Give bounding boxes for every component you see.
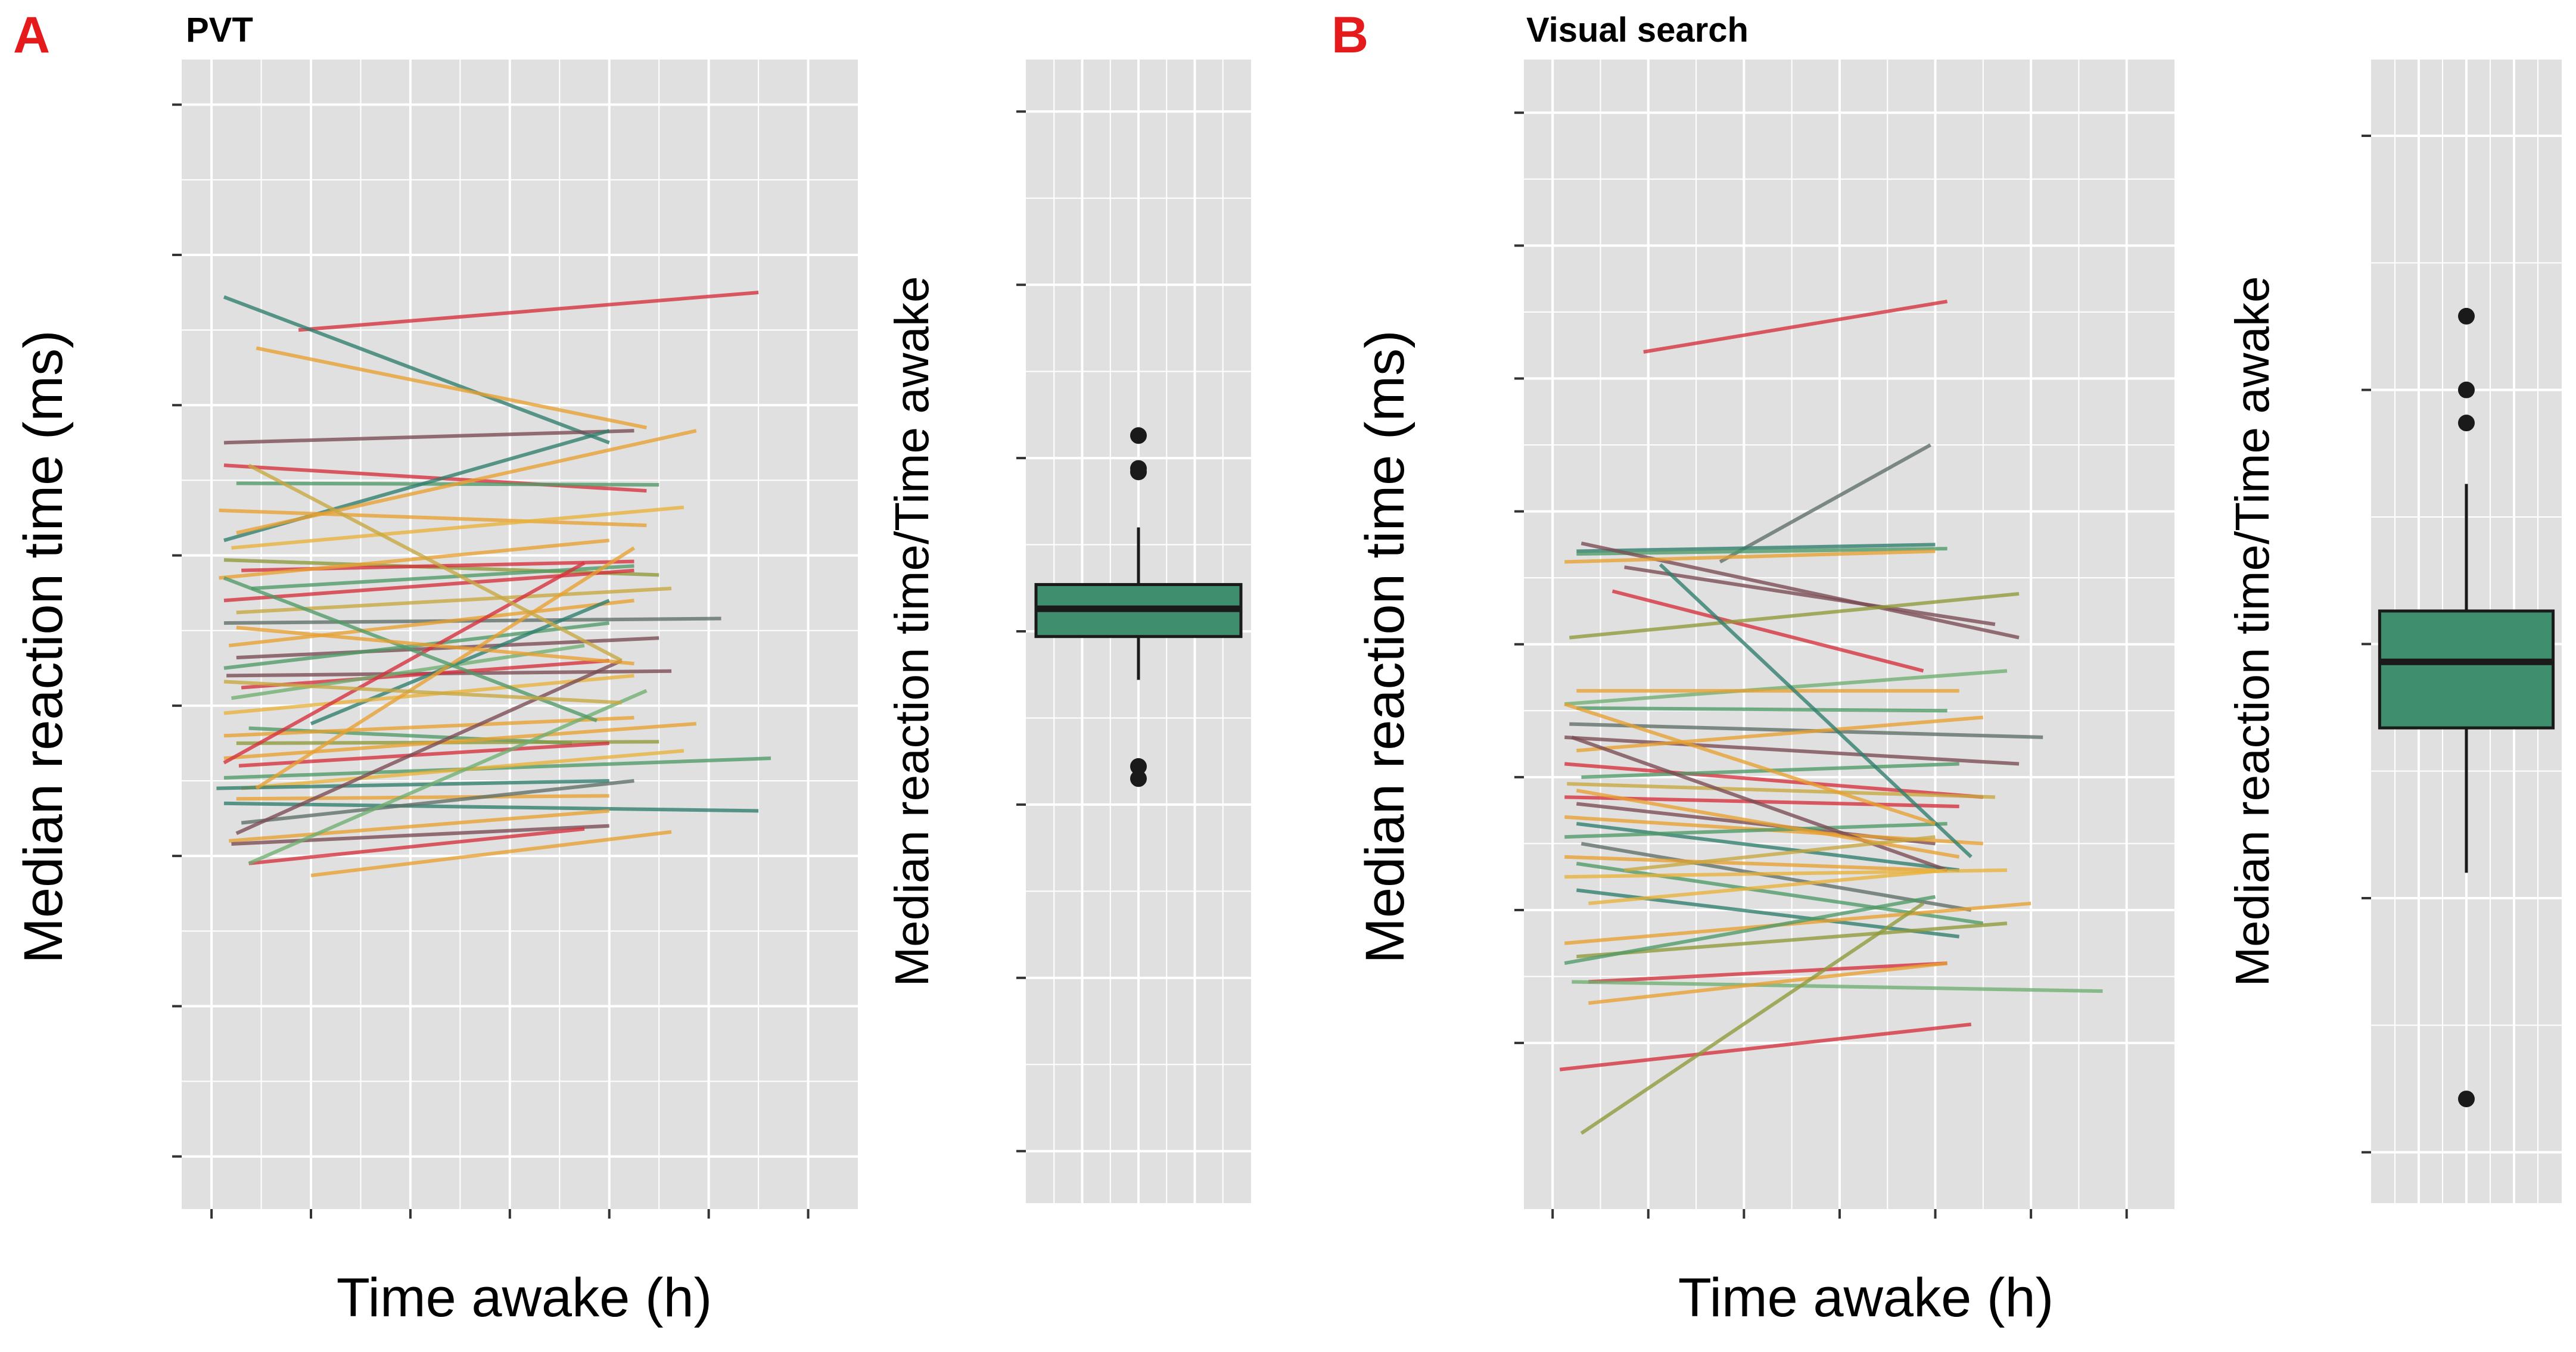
participant-line (223, 429, 634, 445)
participant-line (1576, 715, 1984, 753)
participant-line (1588, 961, 1947, 984)
participant-line (1564, 669, 2008, 706)
participant-line (216, 778, 609, 790)
participant-line (228, 599, 634, 647)
participant-line (1564, 901, 2031, 945)
participant-line (241, 778, 634, 825)
participant-line (1659, 563, 1973, 858)
plot-background (1524, 60, 2174, 1209)
outlier-point (2458, 1091, 2475, 1108)
pvt-line-plot (172, 60, 858, 1219)
participant-line (298, 291, 759, 332)
visual-search-box-plot (2362, 60, 2562, 1203)
participant-line (1643, 300, 1948, 354)
participant-line (1569, 591, 2020, 640)
participant-line (1576, 543, 1936, 553)
participant-line (241, 659, 609, 690)
participant-line (1564, 855, 1936, 873)
participant-line (1564, 762, 1984, 799)
participant-line (1576, 789, 1960, 859)
participant-line (219, 538, 610, 580)
pvt-y-axis-title: Median reaction time (ms) (13, 330, 74, 963)
outlier-point (2458, 415, 2475, 432)
participant-line (310, 599, 610, 725)
participant-line (1624, 565, 1996, 627)
participant-line (1564, 702, 1936, 825)
visual-search-x-axis-title: Time awake (h) (1678, 1267, 2054, 1328)
participant-line (236, 587, 672, 615)
participant-line (1564, 895, 1936, 965)
participant-line (1576, 921, 2008, 959)
participant-line (1588, 961, 1947, 1005)
participant-line (223, 722, 696, 761)
participant-line (1576, 821, 1960, 873)
participant-line (248, 463, 623, 662)
interquartile-box (2378, 609, 2555, 730)
participant-line (236, 481, 659, 487)
participant-line (223, 716, 634, 738)
visual-search-y-axis-title: Median reaction time (ms) (1355, 330, 1415, 963)
participant-line (1571, 736, 1948, 872)
participant-line (223, 561, 586, 765)
participant-line (236, 794, 609, 801)
outlier-point (1130, 427, 1147, 444)
visual-search-box-y-axis-title: Median reaction time/Time awake (2226, 276, 2279, 986)
participant-line (235, 659, 623, 836)
participant-line (223, 616, 721, 625)
participant-line (223, 680, 622, 705)
participant-line (1576, 547, 1947, 556)
participant-line (1588, 868, 1947, 905)
participant-line (223, 568, 634, 603)
pvt-box-y-axis-title: Median reaction time/Time awake (885, 276, 938, 986)
participant-line (231, 824, 609, 846)
participant-line (255, 546, 636, 790)
outlier-point (1130, 758, 1147, 775)
participant-line (223, 463, 647, 493)
participant-line (223, 295, 610, 445)
participant-line (223, 801, 759, 813)
outlier-point (1130, 463, 1147, 481)
participant-line (229, 809, 609, 843)
participant-line (1559, 1022, 1972, 1071)
participant-line (219, 508, 647, 528)
participant-line (1564, 821, 1947, 839)
participant-line (256, 346, 647, 430)
participant-line (236, 429, 697, 535)
participant-line (231, 505, 685, 550)
outlier-point (2458, 307, 2475, 325)
pvt-box-plot (1016, 60, 1251, 1203)
panel-b-title: Visual search (1526, 11, 1749, 49)
participant-line (223, 674, 634, 715)
participant-line (1564, 735, 2020, 766)
participant-line (248, 689, 648, 865)
participant-line (1576, 706, 1947, 713)
participant-line (248, 827, 585, 865)
participant-line (310, 830, 672, 877)
participant-line (236, 625, 634, 666)
visual-search-line-plot (1514, 60, 2174, 1219)
participant-line (1572, 980, 2103, 993)
participant-line (1624, 835, 1936, 873)
outlier-point (2458, 381, 2475, 398)
pvt-x-axis-title: Time awake (h) (337, 1267, 713, 1328)
outlier-point (1130, 770, 1147, 787)
panel-a-letter: A (13, 7, 50, 64)
participant-line (1581, 842, 1972, 912)
participant-line (1564, 549, 1936, 564)
participant-line (1580, 902, 1925, 1135)
participant-line (1611, 589, 1924, 673)
participant-line (1567, 782, 1995, 799)
panel-a-title: PVT (186, 11, 253, 49)
participant-line (1719, 443, 1931, 564)
panel-b-letter: B (1331, 7, 1368, 64)
